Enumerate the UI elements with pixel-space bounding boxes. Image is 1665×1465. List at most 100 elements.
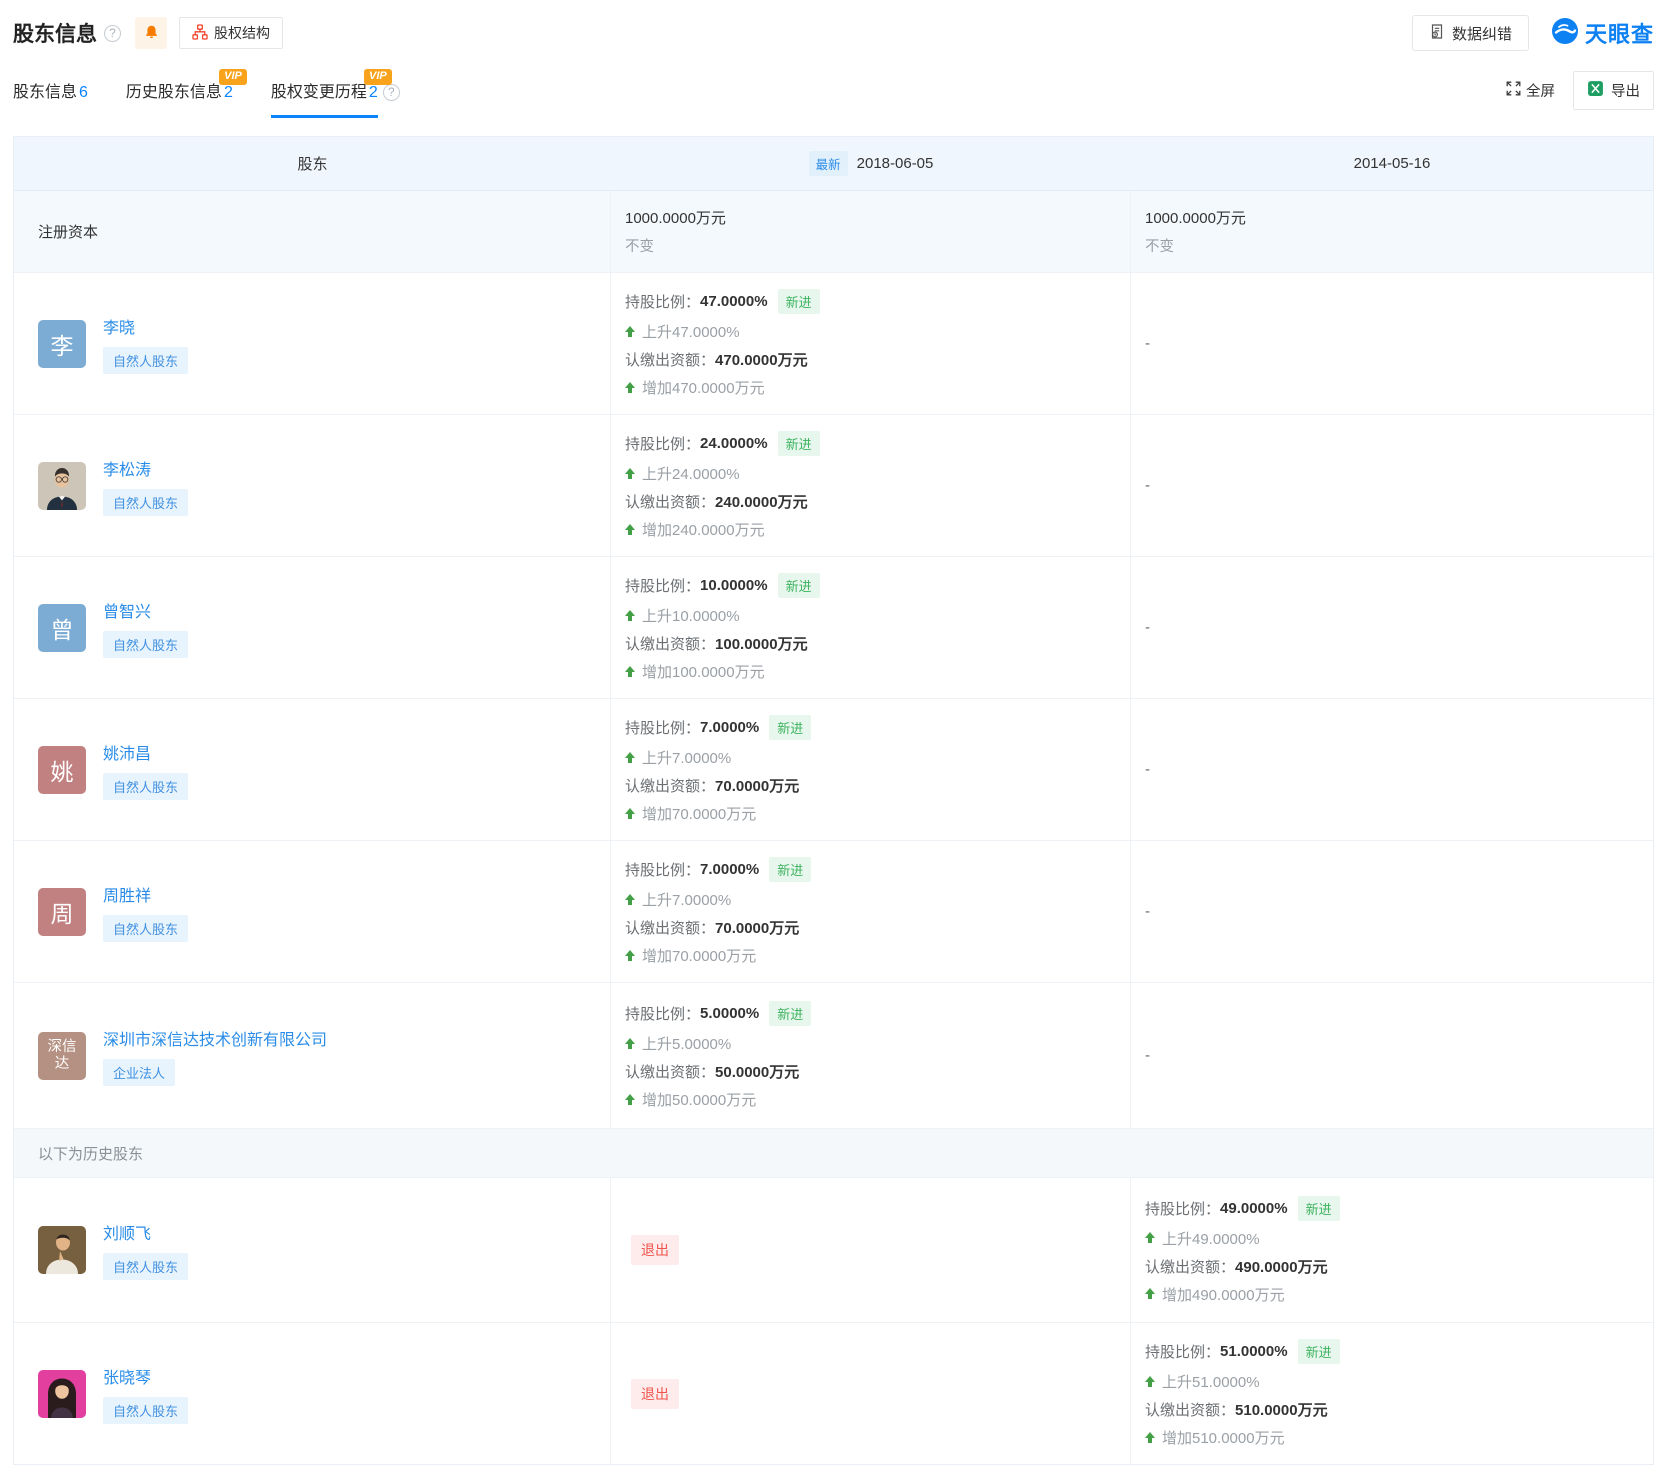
amount-change: 增加100.0000万元 xyxy=(642,664,765,681)
new-entry-badge: 新进 xyxy=(769,857,812,882)
shareholder-avatar[interactable]: 曾 xyxy=(38,603,86,652)
amount-change: 增加50.0000万元 xyxy=(642,1092,757,1109)
ratio-value: 24.0000% xyxy=(700,435,768,452)
amount-change: 增加240.0000万元 xyxy=(642,522,765,539)
no-data-dash: - xyxy=(1145,903,1150,920)
ratio-change: 上升51.0000% xyxy=(1162,1374,1260,1391)
column-header-prev-date: 2014-05-16 xyxy=(1353,155,1431,172)
ratio-label: 持股比例： xyxy=(625,294,701,311)
amount-change: 增加510.0000万元 xyxy=(1162,1430,1285,1447)
history-divider: 以下为历史股东 xyxy=(14,1129,1653,1178)
amount-label: 认缴出资额： xyxy=(625,352,716,369)
amount-change: 增加470.0000万元 xyxy=(642,380,765,397)
amount-value: 100.0000万元 xyxy=(715,636,808,653)
shareholder-avatar[interactable]: 深信达 xyxy=(38,1031,86,1080)
export-button[interactable]: 导出 xyxy=(1573,71,1654,110)
up-arrow-icon xyxy=(625,325,635,338)
equity-structure-button[interactable]: 股权结构 xyxy=(179,17,283,49)
fullscreen-label: 全屏 xyxy=(1526,84,1555,100)
shareholder-avatar[interactable]: 姚 xyxy=(38,745,86,794)
ratio-value: 51.0000% xyxy=(1220,1343,1288,1360)
shareholder-name-link[interactable]: 刘顺飞 xyxy=(103,1226,152,1243)
ratio-change: 上升7.0000% xyxy=(642,750,732,767)
vip-badge: VIP xyxy=(364,69,392,85)
brand-name: 天眼查 xyxy=(1584,22,1654,47)
bell-button[interactable] xyxy=(135,17,167,49)
no-data-dash: - xyxy=(1145,1047,1150,1064)
ratio-change: 上升47.0000% xyxy=(642,324,740,341)
ratio-change: 上升10.0000% xyxy=(642,608,740,625)
ratio-change: 上升5.0000% xyxy=(642,1036,732,1053)
ratio-change: 上升7.0000% xyxy=(642,892,732,909)
shareholder-photo[interactable] xyxy=(38,1226,86,1274)
table-header-row: 股东 最新 2018-06-05 2014-05-16 xyxy=(14,137,1653,191)
up-arrow-icon xyxy=(1145,1431,1155,1444)
help-icon[interactable]: ? xyxy=(382,83,400,101)
amount-label: 认缴出资额： xyxy=(1145,1258,1236,1276)
ratio-label: 持股比例： xyxy=(625,720,701,737)
shareholder-type-tag: 自然人股东 xyxy=(103,914,189,942)
ratio-value: 5.0000% xyxy=(700,1005,760,1022)
shareholder-name-link[interactable]: 深圳市深信达技术创新有限公司 xyxy=(103,1031,328,1049)
ratio-value: 47.0000% xyxy=(700,293,768,310)
up-arrow-icon xyxy=(1145,1375,1155,1388)
amount-change: 增加490.0000万元 xyxy=(1162,1286,1285,1304)
ratio-change: 上升24.0000% xyxy=(642,466,740,483)
shareholder-name-link[interactable]: 姚沛昌 xyxy=(103,745,152,763)
tab-history-shareholder-info[interactable]: 历史股东信息 2 VIP xyxy=(125,64,247,118)
shareholder-type-tag: 自然人股东 xyxy=(103,630,189,658)
tab-count: 2 xyxy=(223,84,233,101)
column-header-latest-date: 2018-06-05 xyxy=(856,155,934,172)
shareholder-name-link[interactable]: 张晓琴 xyxy=(103,1369,152,1387)
shareholder-name-link[interactable]: 李松涛 xyxy=(103,461,152,479)
registered-capital-row: 注册资本 1000.0000万元 不变 1000.0000万元 不变 xyxy=(14,191,1653,273)
data-correction-button[interactable]: 数据纠错 xyxy=(1411,15,1529,51)
up-arrow-icon xyxy=(625,1093,635,1106)
new-entry-badge: 新进 xyxy=(777,289,820,314)
ratio-label: 持股比例： xyxy=(1145,1344,1221,1361)
amount-value: 70.0000万元 xyxy=(715,920,800,937)
shareholder-avatar[interactable]: 李 xyxy=(38,319,86,368)
ratio-label: 持股比例： xyxy=(625,1006,701,1023)
page-header: 股东信息 ? 股权结构 数据纠错 天眼查 股东信息 6 xyxy=(0,0,1665,118)
up-arrow-icon xyxy=(625,1037,635,1050)
fullscreen-button[interactable]: 全屏 xyxy=(1506,80,1555,101)
help-icon[interactable]: ? xyxy=(104,24,121,42)
exit-badge: 退出 xyxy=(631,1235,679,1265)
amount-change: 增加70.0000万元 xyxy=(642,948,757,965)
up-arrow-icon xyxy=(1145,1288,1155,1300)
shareholder-name-link[interactable]: 曾智兴 xyxy=(103,603,152,621)
amount-value: 240.0000万元 xyxy=(715,494,808,511)
tianyancha-logo[interactable]: 天眼查 xyxy=(1551,17,1654,50)
registered-capital-label: 注册资本 xyxy=(14,191,611,272)
amount-value: 70.0000万元 xyxy=(715,778,800,795)
current-shareholders: 李 李晓 自然人股东 持股比例： 47.0000% 新进 上升47.0000% 认缴… xyxy=(14,273,1653,1129)
amount-label: 认缴出资额： xyxy=(1145,1402,1236,1419)
vip-badge: VIP xyxy=(219,69,247,85)
bell-icon xyxy=(144,24,159,43)
tab-count: 2 xyxy=(368,84,378,101)
shareholder-photo[interactable] xyxy=(38,461,86,510)
ratio-label: 持股比例： xyxy=(1145,1200,1221,1218)
shareholder-row: 姚 姚沛昌 自然人股东 持股比例： 7.0000% 新进 上升7.0000% 认缴出… xyxy=(14,699,1653,841)
ratio-value: 10.0000% xyxy=(700,577,768,594)
tab-shareholder-info[interactable]: 股东信息 6 xyxy=(13,64,88,118)
ratio-value: 49.0000% xyxy=(1220,1199,1288,1217)
tab-label: 股东信息 xyxy=(13,84,78,101)
data-correction-label: 数据纠错 xyxy=(1451,25,1512,43)
tab-equity-change-history[interactable]: 股权变更历程 2 VIP xyxy=(270,64,392,118)
org-chart-icon xyxy=(192,23,208,43)
tab-label: 股权变更历程 xyxy=(270,84,367,101)
amount-label: 认缴出资额： xyxy=(625,636,716,653)
no-data-dash: - xyxy=(1145,619,1150,636)
shareholder-name-link[interactable]: 李晓 xyxy=(103,319,136,337)
up-arrow-icon xyxy=(1145,1232,1155,1244)
shareholder-row: 周 周胜祥 自然人股东 持股比例： 7.0000% 新进 上升7.0000% 认缴出… xyxy=(14,841,1653,983)
shareholder-type-tag: 自然人股东 xyxy=(103,772,189,800)
up-arrow-icon xyxy=(625,467,635,480)
shareholder-type-tag: 自然人股东 xyxy=(103,1253,189,1280)
shareholder-name-link[interactable]: 周胜祥 xyxy=(103,887,152,905)
shareholder-photo[interactable] xyxy=(38,1369,86,1418)
tab-label: 历史股东信息 xyxy=(125,84,222,101)
shareholder-avatar[interactable]: 周 xyxy=(38,887,86,936)
